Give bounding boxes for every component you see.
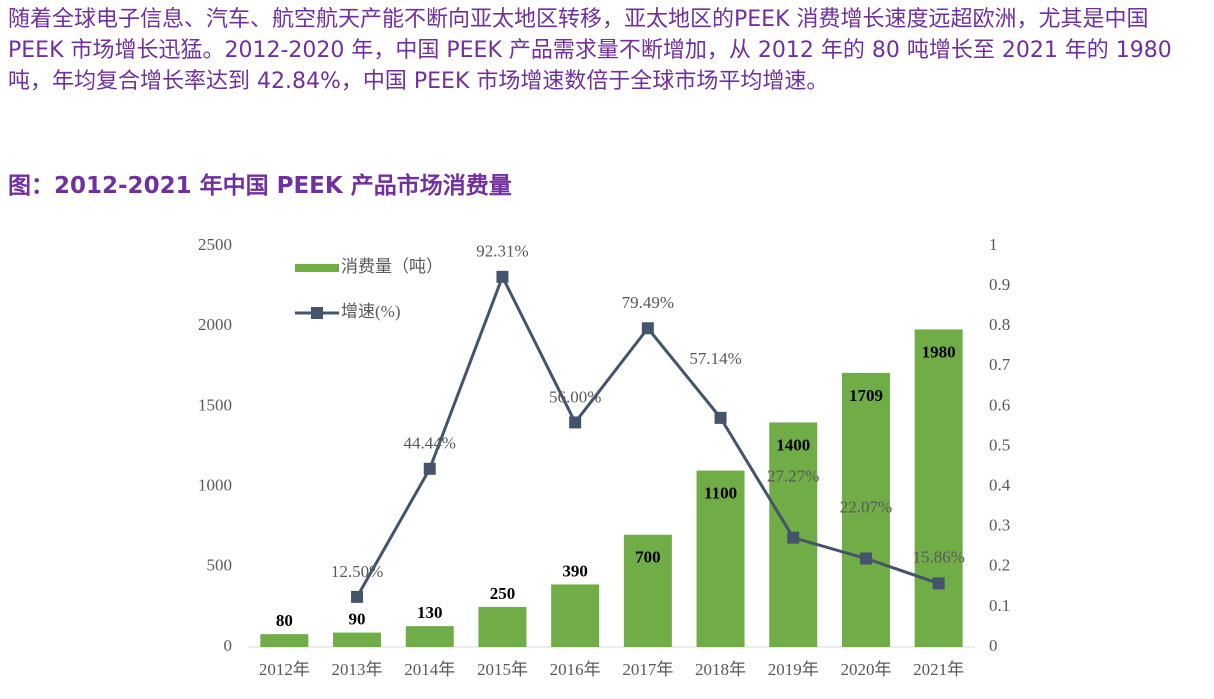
y2-tick-label: 0.3 (989, 516, 1010, 535)
line-label: 22.07% (840, 497, 892, 516)
y2-tick-label: 0.8 (989, 315, 1010, 334)
bar-label: 130 (417, 603, 443, 622)
line-label: 92.31% (476, 242, 528, 261)
line-label: 57.14% (689, 349, 741, 368)
bar (914, 329, 963, 647)
y2-tick-label: 0.4 (989, 476, 1011, 495)
bar-label: 700 (635, 548, 661, 567)
x-tick-label: 2013年 (332, 660, 383, 679)
legend-label: 增速(%) (341, 302, 400, 321)
y-tick-label: 2000 (198, 315, 232, 334)
y-tick-label: 500 (207, 556, 233, 575)
y2-tick-label: 0.6 (989, 395, 1010, 414)
bar-label: 1100 (704, 483, 737, 502)
line-label: 56.00% (549, 387, 601, 406)
line-marker (351, 590, 364, 603)
legend-swatch (295, 264, 339, 272)
x-tick-label: 2020年 (840, 660, 891, 679)
line-marker (641, 322, 654, 335)
y-tick-label: 1000 (198, 476, 232, 495)
y2-tick-label: 1 (989, 235, 998, 254)
y2-tick-label: 0 (989, 636, 998, 655)
bar-label: 90 (349, 609, 366, 628)
line-marker (714, 411, 727, 424)
line-label: 12.50% (331, 562, 383, 581)
x-tick-label: 2014年 (404, 660, 455, 679)
line-label: 27.27% (767, 467, 819, 486)
bar (696, 470, 745, 647)
bar-label: 390 (562, 561, 588, 580)
y2-tick-label: 0.2 (989, 556, 1010, 575)
x-tick-label: 2017年 (622, 660, 673, 679)
x-tick-label: 2016年 (550, 660, 601, 679)
bar (623, 534, 672, 647)
line-marker (932, 577, 945, 590)
y-tick-label: 2500 (198, 235, 232, 254)
line-marker (859, 552, 872, 565)
bar-label: 1709 (849, 386, 883, 405)
y2-tick-label: 0.1 (989, 596, 1010, 615)
line-marker (423, 462, 436, 475)
legend-label: 消费量（吨） (341, 257, 443, 276)
legend-swatch (311, 307, 323, 319)
line-label: 79.49% (622, 293, 674, 312)
figure-title: 图：2012-2021 年中国 PEEK 产品市场消费量 (8, 173, 512, 199)
y-tick-label: 1500 (198, 395, 232, 414)
line-label: 15.86% (912, 547, 964, 566)
y2-tick-label: 0.7 (989, 355, 1011, 374)
x-tick-label: 2019年 (768, 660, 819, 679)
bar-label: 1400 (776, 435, 810, 454)
bar (551, 584, 600, 647)
bar-label: 80 (276, 611, 293, 630)
bar (405, 626, 454, 647)
x-tick-label: 2012年 (259, 660, 310, 679)
bar (333, 632, 382, 647)
bar (841, 372, 890, 647)
bar (478, 606, 527, 647)
line-marker (787, 531, 800, 544)
y-tick-label: 0 (224, 636, 233, 655)
y2-tick-label: 0.9 (989, 275, 1010, 294)
bar-label: 250 (490, 584, 516, 603)
x-tick-label: 2018年 (695, 660, 746, 679)
x-tick-label: 2021年 (913, 660, 964, 679)
line-marker (569, 416, 582, 429)
bar (260, 634, 309, 647)
paragraph: 随着全球电子信息、汽车、航空航天产能不断向亚太地区转移，亚太地区的PEEK 消费… (8, 7, 1172, 94)
bar-label: 1980 (922, 342, 956, 361)
line-label: 44.44% (404, 434, 456, 453)
x-tick-label: 2015年 (477, 660, 528, 679)
line-marker (496, 270, 509, 283)
y2-tick-label: 0.5 (989, 435, 1010, 454)
